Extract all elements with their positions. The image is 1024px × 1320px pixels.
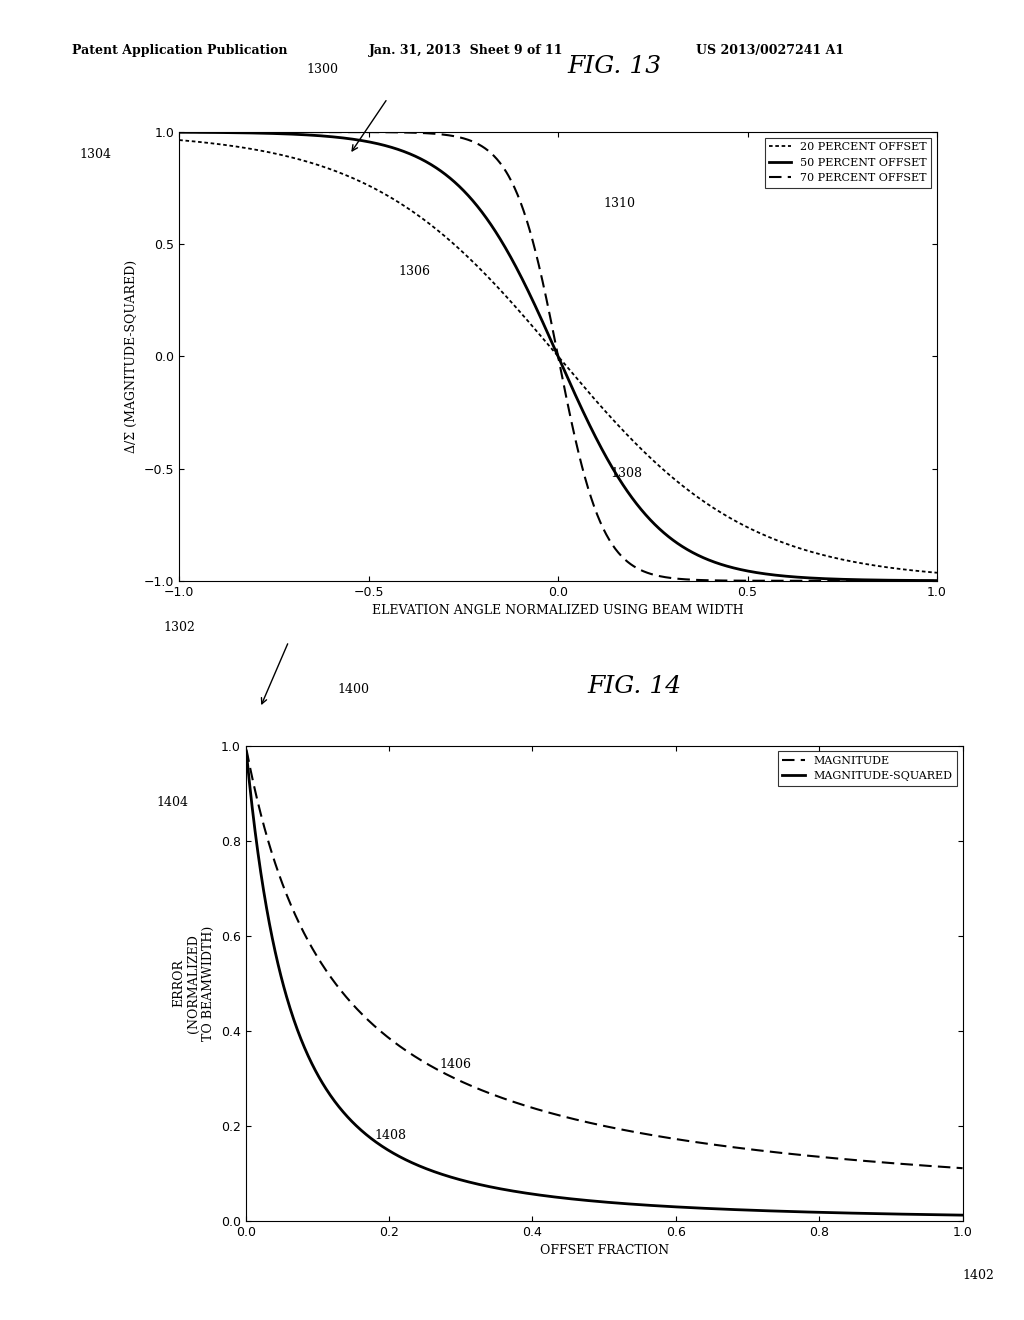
- Y-axis label: ERROR
(NORMALIZED
TO BEAMWIDTH): ERROR (NORMALIZED TO BEAMWIDTH): [172, 925, 215, 1041]
- Legend: 20 PERCENT OFFSET, 50 PERCENT OFFSET, 70 PERCENT OFFSET: 20 PERCENT OFFSET, 50 PERCENT OFFSET, 70…: [765, 137, 932, 187]
- X-axis label: OFFSET FRACTION: OFFSET FRACTION: [540, 1245, 669, 1258]
- X-axis label: ELEVATION ANGLE NORMALIZED USING BEAM WIDTH: ELEVATION ANGLE NORMALIZED USING BEAM WI…: [373, 605, 743, 618]
- Text: 1310: 1310: [603, 197, 636, 210]
- Text: 1402: 1402: [963, 1269, 994, 1282]
- Text: 1306: 1306: [398, 264, 430, 277]
- Text: US 2013/0027241 A1: US 2013/0027241 A1: [696, 44, 845, 57]
- Text: 1406: 1406: [439, 1057, 471, 1071]
- Text: 1408: 1408: [375, 1129, 407, 1142]
- Text: Patent Application Publication: Patent Application Publication: [72, 44, 287, 57]
- Legend: MAGNITUDE, MAGNITUDE-SQUARED: MAGNITUDE, MAGNITUDE-SQUARED: [778, 751, 957, 785]
- Text: 1304: 1304: [79, 148, 111, 161]
- Text: Jan. 31, 2013  Sheet 9 of 11: Jan. 31, 2013 Sheet 9 of 11: [369, 44, 563, 57]
- Text: 1308: 1308: [610, 466, 642, 479]
- Y-axis label: Δ/Σ (MAGNITUDE-SQUARED): Δ/Σ (MAGNITUDE-SQUARED): [125, 260, 138, 453]
- Text: 1404: 1404: [157, 796, 188, 809]
- Text: 1400: 1400: [337, 682, 370, 696]
- Text: FIG. 14: FIG. 14: [588, 675, 682, 698]
- Text: 1300: 1300: [306, 62, 339, 75]
- Text: FIG. 13: FIG. 13: [567, 54, 662, 78]
- Text: 1302: 1302: [163, 622, 196, 634]
